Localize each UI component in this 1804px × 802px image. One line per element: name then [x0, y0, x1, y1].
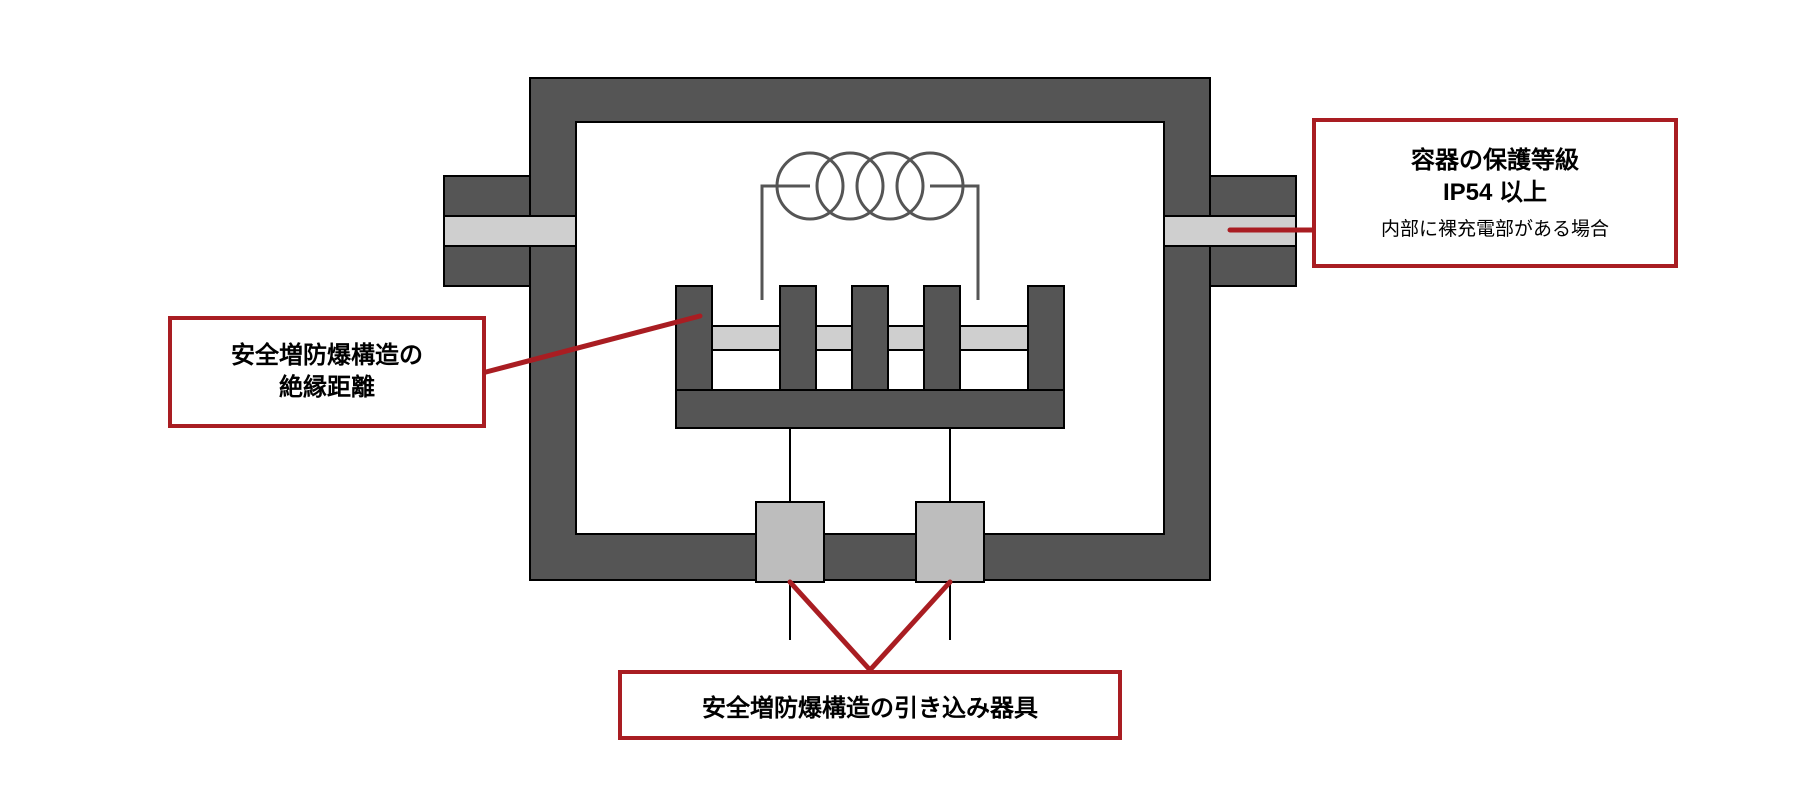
callout-right: 容器の保護等級 IP54 以上 内部に裸充電部がある場合: [1312, 118, 1678, 268]
callout-left-line2: 絶縁距離: [279, 374, 375, 401]
callout-left: 安全増防爆構造の 絶縁距離: [168, 316, 486, 428]
callout-right-line1: 容器の保護等級: [1411, 147, 1579, 174]
leader-bottom-1: [790, 582, 870, 670]
cable-gland-right: [916, 502, 984, 582]
callout-right-line2: IP54 以上: [1443, 179, 1547, 206]
slot-left: [444, 216, 576, 246]
callout-bottom-line1: 安全増防爆構造の引き込み器具: [702, 695, 1038, 722]
leader-bottom-2: [870, 582, 950, 670]
cable-gland-left: [756, 502, 824, 582]
callout-left-line1: 安全増防爆構造の: [231, 342, 423, 369]
callout-bottom: 安全増防爆構造の引き込み器具: [618, 670, 1122, 740]
callout-right-line3: 内部に裸充電部がある場合: [1381, 219, 1609, 240]
